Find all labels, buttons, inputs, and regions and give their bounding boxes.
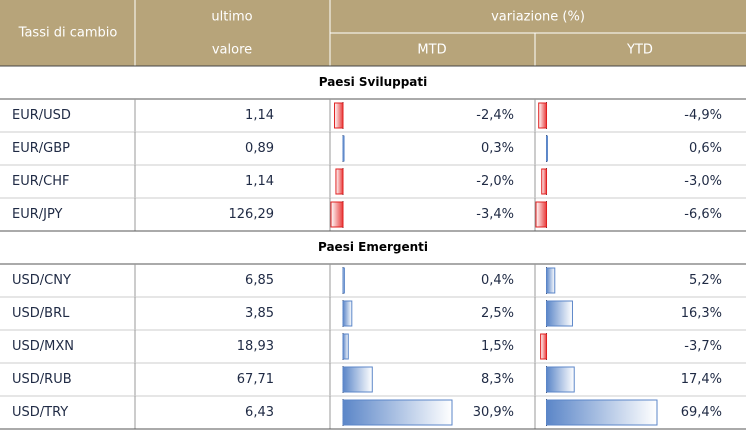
last-value: 18,93 xyxy=(237,339,274,354)
change-value: 2,5% xyxy=(481,306,514,321)
change-value: 0,4% xyxy=(481,273,514,288)
change-value: 69,4% xyxy=(681,405,722,420)
header-cell: MTD xyxy=(417,43,446,58)
header-cell: variazione (%) xyxy=(491,10,585,25)
last-value: 6,85 xyxy=(245,273,274,288)
last-value: 3,85 xyxy=(245,306,274,321)
last-value: 67,71 xyxy=(237,372,274,387)
data-bar xyxy=(335,168,344,195)
data-bar xyxy=(538,102,548,129)
pair: USD/TRY xyxy=(12,405,68,420)
last-value: 6,43 xyxy=(245,405,274,420)
change-value: 0,3% xyxy=(481,141,514,156)
header-cell: YTD xyxy=(626,43,653,58)
data-bar xyxy=(546,300,573,327)
change-value: 1,5% xyxy=(481,339,514,354)
section-title: Paesi Emergenti xyxy=(318,240,428,254)
data-bar xyxy=(541,168,548,195)
pair: EUR/GBP xyxy=(12,141,70,156)
change-value: -2,0% xyxy=(476,174,514,189)
last-value: 1,14 xyxy=(245,108,274,123)
last-value: 1,14 xyxy=(245,174,274,189)
data-bar xyxy=(342,399,453,426)
pair: USD/MXN xyxy=(12,339,74,354)
data-bar xyxy=(342,300,353,327)
last-value: 126,29 xyxy=(229,207,275,222)
data-bar xyxy=(540,333,548,360)
pair: EUR/USD xyxy=(12,108,71,123)
change-value: -3,4% xyxy=(476,207,514,222)
data-bar xyxy=(330,201,344,228)
data-bar xyxy=(342,135,345,162)
change-value: 5,2% xyxy=(689,273,722,288)
data-bar xyxy=(535,201,548,228)
header-cell: ultimo xyxy=(211,10,252,25)
data-bar xyxy=(546,366,575,393)
pair: EUR/CHF xyxy=(12,174,69,189)
pair: USD/BRL xyxy=(12,306,70,321)
data-bar xyxy=(546,399,658,426)
header-cell: valore xyxy=(212,43,252,58)
change-value: -3,0% xyxy=(684,174,722,189)
pair: USD/CNY xyxy=(12,273,71,288)
change-value: 0,6% xyxy=(689,141,722,156)
data-bar xyxy=(546,135,548,162)
data-bar xyxy=(546,267,556,294)
header-cell: Tassi di cambio xyxy=(18,26,118,41)
change-value: 8,3% xyxy=(481,372,514,387)
data-bar xyxy=(334,102,344,129)
change-value: 17,4% xyxy=(681,372,722,387)
change-value: -3,7% xyxy=(684,339,722,354)
last-value: 0,89 xyxy=(245,141,274,156)
change-value: -6,6% xyxy=(684,207,722,222)
data-bar xyxy=(342,366,373,393)
change-value: -4,9% xyxy=(684,108,722,123)
data-bar xyxy=(342,267,345,294)
change-value: 30,9% xyxy=(473,405,514,420)
section-title: Paesi Sviluppati xyxy=(319,75,428,89)
change-value: 16,3% xyxy=(681,306,722,321)
data-bar xyxy=(342,333,349,360)
pair: EUR/JPY xyxy=(12,207,63,222)
change-value: -2,4% xyxy=(476,108,514,123)
pair: USD/RUB xyxy=(12,372,72,387)
